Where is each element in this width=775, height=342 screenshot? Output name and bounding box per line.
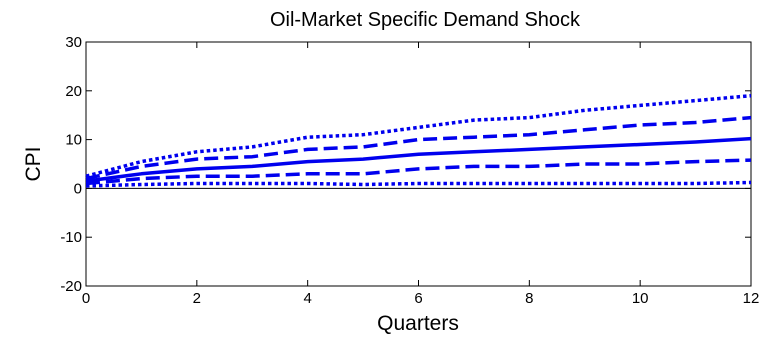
x-tick-label: 6 <box>414 290 422 307</box>
y-tick-label: 0 <box>74 180 82 197</box>
chart-title: Oil-Market Specific Demand Shock <box>270 9 581 31</box>
series-line-3-dashed <box>85 158 752 186</box>
x-tick-label: 2 <box>193 290 201 307</box>
y-tick-label: 10 <box>65 132 82 149</box>
series-group <box>85 93 752 188</box>
x-tick-label: 12 <box>743 290 760 307</box>
x-tick-label: 0 <box>82 290 90 307</box>
x-axis-label: Quarters <box>377 312 459 335</box>
y-tick-label: -20 <box>60 278 82 295</box>
x-tick-label: 10 <box>632 290 649 307</box>
x-axis: 0 2 4 6 8 10 12 <box>82 42 760 307</box>
series-line-4-dotted <box>85 93 752 178</box>
y-axis-label: CPI <box>22 146 45 181</box>
series-line-2-dashed <box>85 115 752 181</box>
series-line-1-solid <box>85 136 752 183</box>
y-tick-label: -10 <box>60 229 82 246</box>
series-line-5-dotted <box>85 180 752 188</box>
y-tick-label: 20 <box>65 83 82 100</box>
y-tick-label: 30 <box>65 34 82 51</box>
x-tick-label: 4 <box>303 290 311 307</box>
x-tick-label: 8 <box>525 290 533 307</box>
plot-area <box>85 41 752 287</box>
